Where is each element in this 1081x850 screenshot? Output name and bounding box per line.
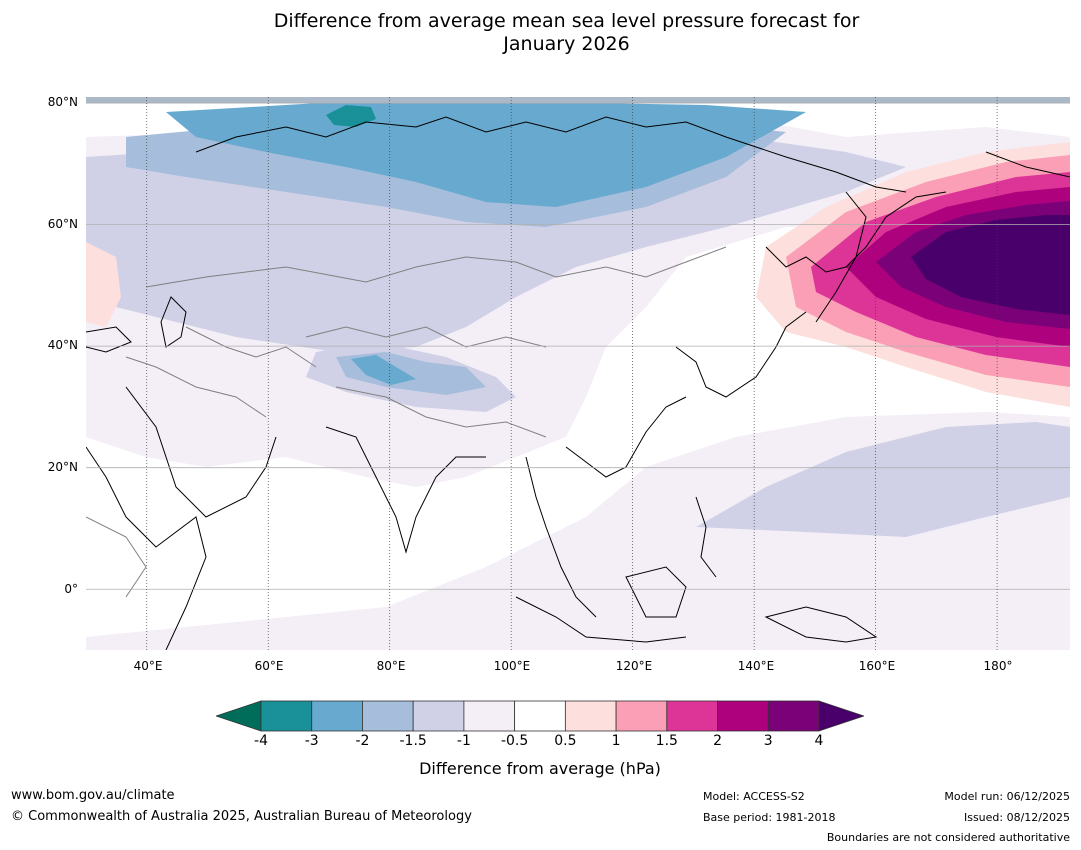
colorbar-label: Difference from average (hPa) [419,759,661,778]
anomaly-neg4 [326,105,376,127]
pressure-anomaly-map [86,97,1070,650]
lon-label-180: 180° [983,659,1013,673]
boundary-mideast [125,356,267,418]
colorbar-segment [666,700,718,732]
colorbar-segment [362,700,414,732]
title-line-2: January 2026 [503,33,630,55]
colorbar-segment [260,700,313,732]
boundary-himalaya [335,386,547,438]
footer-model-run: Model run: 06/12/2025 [944,790,1070,803]
coastline-philippines [695,496,717,578]
coastline-borneo [625,566,687,618]
colorbar-segment [311,700,363,732]
anomaly-pos4 [911,215,1070,315]
colorbar-tick-label: -1 [456,733,471,749]
colorbar-segment [412,700,465,732]
boundary-russia-south [145,246,727,288]
lat-label-0: 0° [64,582,78,596]
coastline-new-guinea [764,606,878,643]
lon-label-80e: 80°E [376,659,406,673]
anomaly-neg3 [166,102,806,207]
lon-label-100e: 100°E [493,659,531,673]
lat-label-20n: 20°N [47,460,78,474]
footer-boundaries-note: Boundaries are not considered authoritat… [826,831,1070,844]
country-boundaries [86,246,727,598]
longitude-gridlines [146,97,998,650]
colorbar [216,700,864,732]
colorbar-tick-label: 3 [763,733,773,749]
boundary-china-west [305,326,547,348]
coastline-caspian [160,296,187,348]
anomaly-pos05-west [86,242,121,327]
lat-label-60n: 60°N [47,217,78,231]
colorbar-tick-label: -3 [304,733,319,749]
colorbar-tick-label: 1.5 [655,733,678,749]
anomaly-neg15-pacific [696,422,1070,537]
lat-label-80n: 80°N [47,95,78,109]
colorbar-segment [463,700,516,732]
lon-label-140e: 140°E [737,659,775,673]
footer-base-period: Base period: 1981-2018 [703,811,836,824]
coastline-arctic [195,116,907,193]
boundary-central-asia [185,326,317,368]
coastline-alaska [985,151,1070,178]
coastline-black-sea [86,326,132,353]
coastline-africa [86,446,207,650]
colorbar-segment [767,700,820,732]
lon-label-40e: 40°E [133,659,163,673]
map-canvas [86,97,1070,650]
anomaly-neg3-tibet [351,355,416,385]
colorbar-tick-label: 2 [713,733,722,749]
lat-label-40n: 40°N [47,338,78,352]
chart-title: Difference from average mean sea level p… [0,10,1081,56]
lon-label-120e: 120°E [615,659,653,673]
lon-label-60e: 60°E [254,659,284,673]
footer-issued: Issued: 08/12/2025 [963,811,1070,824]
colorbar-tick-label: 0.5 [554,733,577,749]
colorbar-segment [514,700,566,732]
coastline-indochina [525,456,597,618]
colorbar-tick-label: 1 [611,733,621,749]
latitude-gridlines [86,102,1070,590]
colorbar-segment [717,700,769,732]
coastline-pacific-russia [765,191,947,273]
coastline-china [565,396,687,478]
lon-label-160e: 160°E [858,659,896,673]
colorbar-below-arrow [216,700,262,732]
footer-model: Model: ACCESS-S2 [703,790,805,803]
coastline-arabia [125,386,277,518]
colorbar-segment [564,700,617,732]
colorbar-segment [615,700,668,732]
boundary-africa [86,516,147,598]
coastlines [86,116,1070,650]
colorbar-tick-label: -0.5 [500,733,529,749]
colorbar-tick-label: -4 [254,733,268,749]
title-line-1: Difference from average mean sea level p… [273,10,860,32]
footer-copyright: © Commonwealth of Australia 2025, Austra… [11,809,472,824]
colorbar-tick-label: -2 [355,733,370,749]
coastline-india [325,426,486,554]
coastline-korea-japan [675,311,807,398]
coastline-kamchatka [815,191,867,323]
colorbar-tick-label: 4 [814,733,824,749]
coastline-indonesia [515,596,687,643]
footer-url[interactable]: www.bom.gov.au/climate [11,788,175,803]
colorbar-tick-label: -1.5 [399,733,427,749]
colorbar-above-arrow [818,700,864,732]
anomaly-top-band [86,97,1070,103]
